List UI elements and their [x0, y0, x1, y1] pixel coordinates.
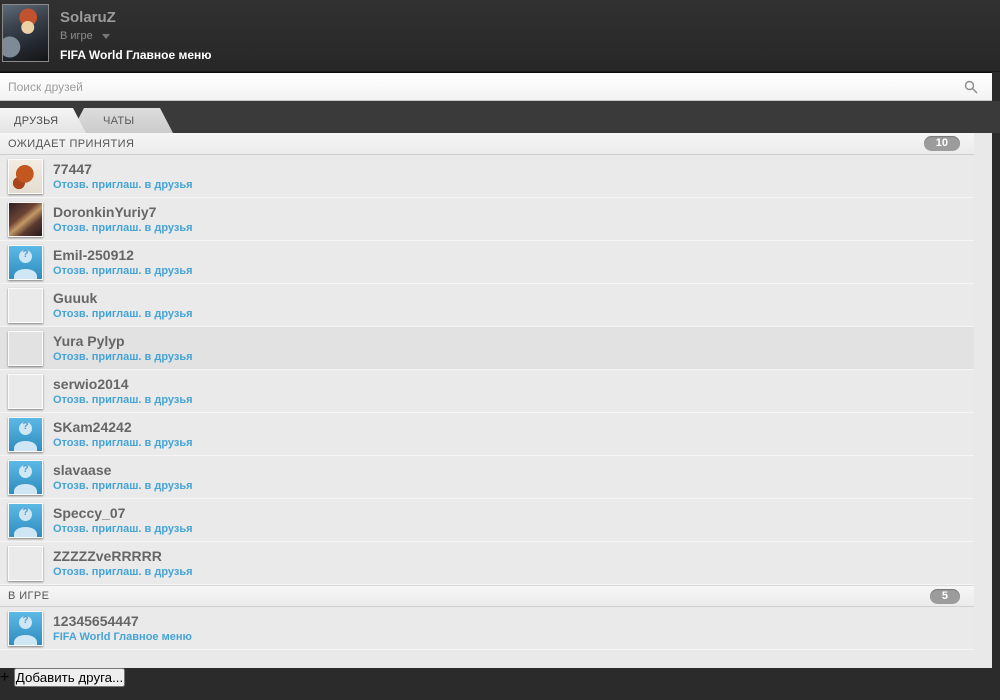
friend-info: slavaase Отозв. приглаш. в друзья [53, 461, 193, 492]
friend-status-link[interactable]: Отозв. приглаш. в друзья [53, 307, 193, 320]
silhouette-body [14, 634, 37, 645]
friend-row[interactable]: ? Emil-250912 Отозв. приглаш. в друзья [0, 241, 974, 284]
friend-name: slavaase [53, 461, 112, 478]
friend-status-link[interactable]: Отозв. приглаш. в друзья [53, 393, 193, 406]
current-game-label: FIFA World Главное меню [60, 48, 212, 62]
friend-name: Yura Pylyp [53, 332, 125, 349]
add-friend-button[interactable]: Добавить друга... [13, 668, 126, 687]
silhouette-head [19, 507, 32, 521]
friend-row[interactable]: ? SKam24242 Отозв. приглаш. в друзья [0, 413, 974, 456]
friend-row[interactable]: ? Guuuk Отозв. приглаш. в друзья [0, 284, 974, 327]
plus-icon: + [0, 669, 10, 686]
friend-row[interactable]: ? 77447 Отозв. приглаш. в друзья [0, 155, 974, 198]
friend-status-link[interactable]: Отозв. приглаш. в друзья [53, 522, 193, 535]
friend-status-link[interactable]: Отозв. приглаш. в друзья [53, 436, 193, 449]
count-badge: 10 [923, 136, 960, 151]
friend-avatar: ? [8, 201, 43, 237]
friend-name: SKam24242 [53, 418, 132, 435]
friend-avatar: ? [8, 330, 43, 366]
friend-row[interactable]: ? slavaase Отозв. приглаш. в друзья [0, 456, 974, 499]
silhouette-head [19, 615, 32, 629]
friend-row[interactable]: ? serwio2014 Отозв. приглаш. в друзья [0, 370, 974, 413]
footer-bar: + Добавить друга... [0, 668, 1000, 687]
silhouette-head [19, 421, 32, 435]
count-badge: 5 [929, 588, 960, 604]
friend-row[interactable]: ? Yura Pylyp Отозв. приглаш. в друзья [0, 327, 974, 370]
friend-info: Yura Pylyp Отозв. приглаш. в друзья [53, 332, 193, 363]
friend-avatar: ? [8, 244, 43, 280]
silhouette-head [19, 464, 32, 478]
friend-status-link[interactable]: Отозв. приглаш. в друзья [53, 565, 193, 578]
question-mark: ? [22, 463, 29, 475]
friend-status-link[interactable]: Отозв. приглаш. в друзья [53, 221, 193, 234]
friend-avatar: ? [8, 416, 43, 452]
friend-avatar: ? [8, 502, 43, 538]
question-mark: ? [22, 420, 29, 432]
friend-status-link[interactable]: Отозв. приглаш. в друзья [53, 479, 193, 492]
friend-info: serwio2014 Отозв. приглаш. в друзья [53, 375, 193, 406]
search-bar [0, 72, 992, 101]
friend-name: Guuuk [53, 289, 98, 306]
section-title: ОЖИДАЕТ ПРИНЯТИЯ [8, 137, 135, 150]
friend-avatar: ? [8, 545, 43, 581]
silhouette-body [14, 483, 37, 494]
tab-chats-label: ЧАТЫ [103, 114, 135, 127]
username-label: SolaruZ [60, 9, 116, 26]
presence-selector[interactable]: В игре [60, 30, 110, 42]
friend-avatar: ? [8, 287, 43, 323]
friends-list-region: ОЖИДАЕТ ПРИНЯТИЯ 10 ? 77447 Отозв. приг [0, 133, 992, 668]
friend-row[interactable]: ? 12345654447 FIFA World Главное меню [0, 607, 974, 650]
friend-avatar: ? [8, 158, 43, 194]
friend-name: Emil-250912 [53, 246, 134, 263]
friend-status-link[interactable]: Отозв. приглаш. в друзья [53, 350, 193, 363]
friend-name: 12345654447 [53, 612, 139, 629]
friend-status-link[interactable]: Отозв. приглаш. в друзья [53, 178, 193, 191]
friend-info: DoronkinYuriy7 Отозв. приглаш. в друзья [53, 203, 193, 234]
section-title: В ИГРЕ [8, 590, 50, 602]
friend-info: Emil-250912 Отозв. приглаш. в друзья [53, 246, 193, 277]
friend-name: DoronkinYuriy7 [53, 203, 157, 220]
friend-info: SKam24242 Отозв. приглаш. в друзья [53, 418, 193, 449]
tab-bar: ДРУЗЬЯ ЧАТЫ [0, 101, 1000, 133]
ingame-friends-list: ? 12345654447 FIFA World Главное меню [0, 607, 974, 650]
user-header: SolaruZ В игре FIFA World Главное меню [0, 0, 1000, 72]
friend-name: serwio2014 [53, 375, 129, 392]
friend-status-label: FIFA World Главное меню [53, 630, 192, 643]
friend-name: ZZZZZveRRRRR [53, 547, 162, 564]
friend-name: Speccy_07 [53, 504, 126, 521]
presence-label: В игре [60, 30, 93, 42]
chevron-down-icon [101, 33, 110, 39]
section-header-ingame[interactable]: В ИГРЕ 5 [0, 585, 974, 607]
question-mark: ? [22, 506, 29, 518]
friend-row[interactable]: ? ZZZZZveRRRRR Отозв. приглаш. в друзья [0, 542, 974, 585]
user-avatar[interactable] [2, 4, 49, 62]
friend-row[interactable]: ? Speccy_07 Отозв. приглаш. в друзья [0, 499, 974, 542]
friend-avatar: ? [8, 610, 43, 646]
tab-chats[interactable]: ЧАТЫ [71, 108, 173, 133]
friend-info: 12345654447 FIFA World Главное меню [53, 612, 192, 643]
friend-name: 77447 [53, 160, 92, 177]
friend-info: Guuuk Отозв. приглаш. в друзья [53, 289, 193, 320]
search-input[interactable] [0, 73, 992, 100]
tab-friends[interactable]: ДРУЗЬЯ [0, 108, 86, 133]
friend-info: Speccy_07 Отозв. приглаш. в друзья [53, 504, 193, 535]
friend-info: 77447 Отозв. приглаш. в друзья [53, 160, 193, 191]
silhouette-body [14, 526, 37, 537]
friend-avatar: ? [8, 459, 43, 495]
section-header-pending[interactable]: ОЖИДАЕТ ПРИНЯТИЯ 10 [0, 133, 974, 155]
friend-info: ZZZZZveRRRRR Отозв. приглаш. в друзья [53, 547, 193, 578]
tab-friends-label: ДРУЗЬЯ [14, 114, 59, 127]
silhouette-body [14, 268, 37, 279]
silhouette-body [14, 440, 37, 451]
friend-avatar: ? [8, 373, 43, 409]
friend-status-link[interactable]: Отозв. приглаш. в друзья [53, 264, 193, 277]
question-mark: ? [22, 248, 29, 260]
search-icon [964, 80, 978, 94]
pending-friends-list: ? 77447 Отозв. приглаш. в друзья [0, 155, 974, 585]
friend-row[interactable]: ? DoronkinYuriy7 Отозв. приглаш. в друзь… [0, 198, 974, 241]
silhouette-head [19, 249, 32, 263]
question-mark: ? [22, 614, 29, 626]
